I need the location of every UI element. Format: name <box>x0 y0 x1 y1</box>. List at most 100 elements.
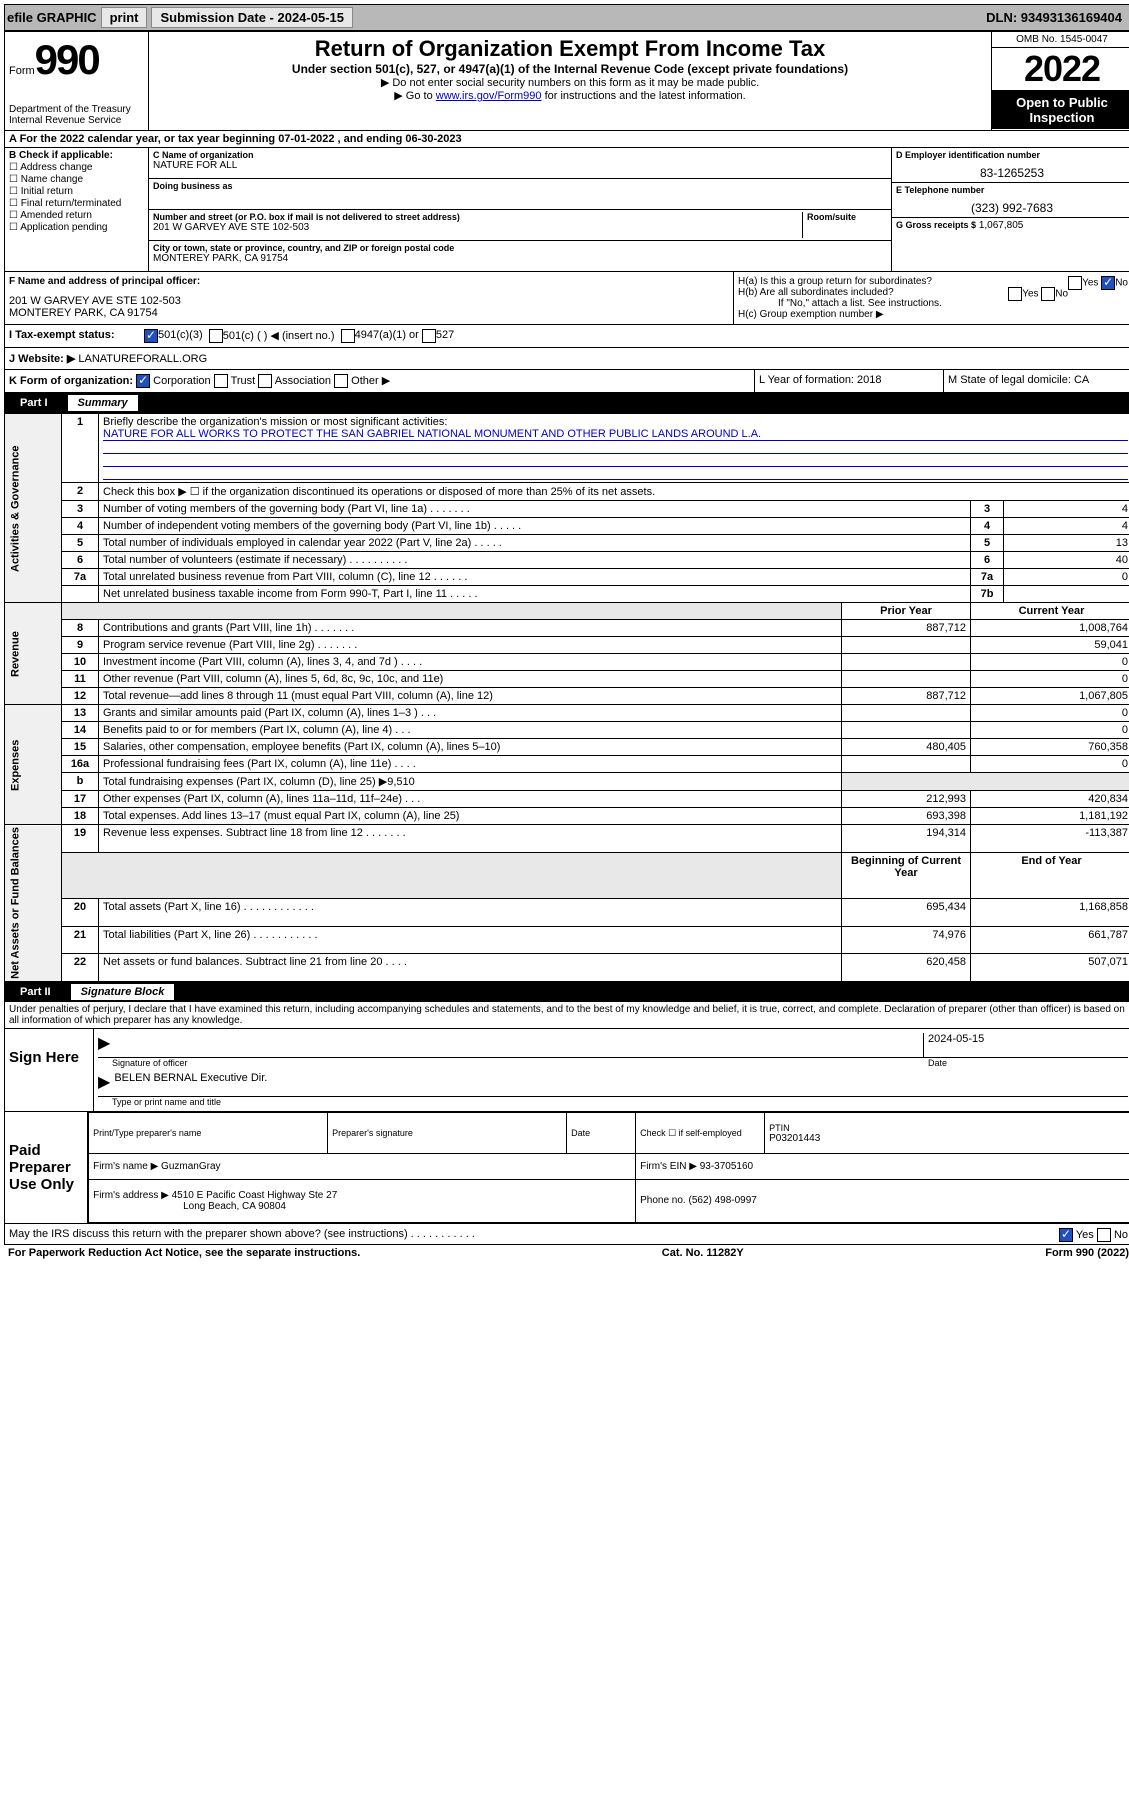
summary-table: Activities & Governance 1 Briefly descri… <box>4 413 1129 982</box>
state-domicile: M State of legal domicile: CA <box>944 370 1129 392</box>
submission-date-button[interactable]: Submission Date - 2024-05-15 <box>151 7 353 28</box>
cat-no: Cat. No. 11282Y <box>662 1247 744 1259</box>
chk-amended[interactable]: ☐ Amended return <box>9 210 144 221</box>
form-header: Form990 Department of the Treasury Inter… <box>4 31 1129 131</box>
form-title: Return of Organization Exempt From Incom… <box>153 36 987 62</box>
b-label: B Check if applicable: <box>9 150 144 161</box>
dln-label: DLN: 93493136169404 <box>986 10 1129 25</box>
sig-date: 2024-05-15 <box>923 1033 1128 1057</box>
part2-header: Part II Signature Block <box>4 982 1129 1002</box>
ein-value: 83-1265253 <box>896 166 1128 180</box>
hb-note: If "No," attach a list. See instructions… <box>738 298 1128 309</box>
org-addr: 201 W GARVEY AVE STE 102-503 <box>153 222 802 233</box>
ha-no[interactable]: ✓ <box>1101 276 1115 290</box>
form-number: 990 <box>35 36 99 83</box>
dept-label: Department of the Treasury <box>9 104 144 115</box>
chk-assoc[interactable] <box>258 374 272 388</box>
preparer-table: Print/Type preparer's name Preparer's si… <box>88 1112 1129 1223</box>
website-url: LANATUREFORALL.ORG <box>78 353 207 365</box>
col-mid-org: C Name of organization NATURE FOR ALL Do… <box>149 148 891 271</box>
chk-other[interactable] <box>334 374 348 388</box>
chk-address-change[interactable]: ☐ Address change <box>9 162 144 173</box>
firm-phone: (562) 498-0997 <box>688 1195 756 1206</box>
pra-notice: For Paperwork Reduction Act Notice, see … <box>8 1247 360 1259</box>
note-ssn: ▶ Do not enter social security numbers o… <box>153 76 987 89</box>
print-button[interactable]: print <box>101 7 148 28</box>
firm-addr1: 4510 E Pacific Coast Highway Ste 27 <box>172 1190 338 1201</box>
vt-expenses: Expenses <box>5 705 62 825</box>
mission-text: NATURE FOR ALL WORKS TO PROTECT THE SAN … <box>103 428 1128 441</box>
chk-527[interactable] <box>422 329 436 343</box>
col-right: D Employer identification number 83-1265… <box>891 148 1129 271</box>
chk-app-pending[interactable]: ☐ Application pending <box>9 222 144 233</box>
phone-cell: E Telephone number (323) 992-7683 <box>892 183 1129 218</box>
chk-501c[interactable] <box>209 329 223 343</box>
ein-cell: D Employer identification number 83-1265… <box>892 148 1129 183</box>
chk-trust[interactable] <box>214 374 228 388</box>
officer-addr2: MONTEREY PARK, CA 91754 <box>9 307 729 319</box>
addr-cell: Number and street (or P.O. box if mail i… <box>149 210 891 241</box>
section-a-tax-year: A For the 2022 calendar year, or tax yea… <box>4 131 1129 148</box>
gross-value: 1,067,805 <box>979 220 1024 231</box>
k-l-m-row: K Form of organization: ✓ Corporation Tr… <box>4 370 1129 393</box>
top-toolbar: efile GRAPHIC print Submission Date - 20… <box>4 4 1129 31</box>
phone-value: (323) 992-7683 <box>896 201 1128 215</box>
val-3: 4 <box>1004 501 1129 518</box>
val-4: 4 <box>1004 518 1129 535</box>
vt-netassets: Net Assets or Fund Balances <box>5 825 62 982</box>
ha-row: H(a) Is this a group return for subordin… <box>738 276 1128 287</box>
info-grid: B Check if applicable: ☐ Address change … <box>4 148 1129 272</box>
part1-header: Part I Summary <box>4 393 1129 413</box>
header-mid: Return of Organization Exempt From Incom… <box>149 32 991 130</box>
vt-revenue: Revenue <box>5 603 62 705</box>
perjury-text: Under penalties of perjury, I declare th… <box>4 1002 1129 1029</box>
form-ref: Form 990 (2022) <box>1045 1247 1129 1259</box>
chk-4947[interactable] <box>341 329 355 343</box>
chk-corp[interactable]: ✓ <box>136 374 150 388</box>
dba-cell: Doing business as <box>149 179 891 210</box>
irs-link[interactable]: www.irs.gov/Form990 <box>436 90 542 102</box>
ptin-value: P03201443 <box>769 1133 1127 1144</box>
hc-row: H(c) Group exemption number ▶ <box>738 309 1128 320</box>
may-irs-yes[interactable]: ✓ <box>1059 1228 1073 1242</box>
year-formation: L Year of formation: 2018 <box>755 370 944 392</box>
may-irs-row: May the IRS discuss this return with the… <box>4 1224 1129 1245</box>
header-left: Form990 Department of the Treasury Inter… <box>5 32 149 130</box>
form-subtitle: Under section 501(c), 527, or 4947(a)(1)… <box>153 62 987 76</box>
inspection-badge: Open to PublicInspection <box>992 91 1129 129</box>
ha-yes[interactable] <box>1068 276 1082 290</box>
page-footer: For Paperwork Reduction Act Notice, see … <box>4 1245 1129 1261</box>
col-b-checkboxes: B Check if applicable: ☐ Address change … <box>5 148 149 271</box>
city-cell: City or town, state or province, country… <box>149 241 891 271</box>
form-word: Form <box>9 65 35 77</box>
arrow-icon: ▶ <box>98 1033 110 1057</box>
may-irs-no[interactable] <box>1097 1228 1111 1242</box>
omb-number: OMB No. 1545-0047 <box>992 32 1129 48</box>
sign-here-block: Sign Here ▶ 2024-05-15 Signature of offi… <box>4 1029 1129 1112</box>
officer-addr1: 201 W GARVEY AVE STE 102-503 <box>9 295 729 307</box>
val-5: 13 <box>1004 535 1129 552</box>
val-7a: 0 <box>1004 569 1129 586</box>
chk-initial-return[interactable]: ☐ Initial return <box>9 186 144 197</box>
chk-name-change[interactable]: ☐ Name change <box>9 174 144 185</box>
paid-preparer-block: Paid Preparer Use Only Print/Type prepar… <box>4 1112 1129 1224</box>
header-right: OMB No. 1545-0047 2022 Open to PublicIns… <box>991 32 1129 130</box>
chk-501c3[interactable]: ✓ <box>144 329 158 343</box>
f-label: F Name and address of principal officer: <box>9 276 729 287</box>
chk-final-return[interactable]: ☐ Final return/terminated <box>9 198 144 209</box>
vt-activities: Activities & Governance <box>5 414 62 603</box>
firm-ein: 93-3705160 <box>700 1161 753 1172</box>
org-name: NATURE FOR ALL <box>153 160 887 171</box>
arrow-icon: ▶ <box>98 1072 110 1096</box>
officer-name: BELEN BERNAL Executive Dir. <box>110 1072 267 1096</box>
hb-yes[interactable] <box>1008 287 1022 301</box>
note-link: ▶ Go to www.irs.gov/Form990 for instruct… <box>153 89 987 102</box>
firm-name: GuzmanGray <box>161 1161 220 1172</box>
sign-here-label: Sign Here <box>5 1029 94 1111</box>
officer-h-row: F Name and address of principal officer:… <box>4 272 1129 325</box>
irs-label: Internal Revenue Service <box>9 115 144 126</box>
gross-cell: G Gross receipts $ 1,067,805 <box>892 218 1129 248</box>
efile-label: efile GRAPHIC <box>7 10 97 25</box>
hb-no[interactable] <box>1041 287 1055 301</box>
val-6: 40 <box>1004 552 1129 569</box>
